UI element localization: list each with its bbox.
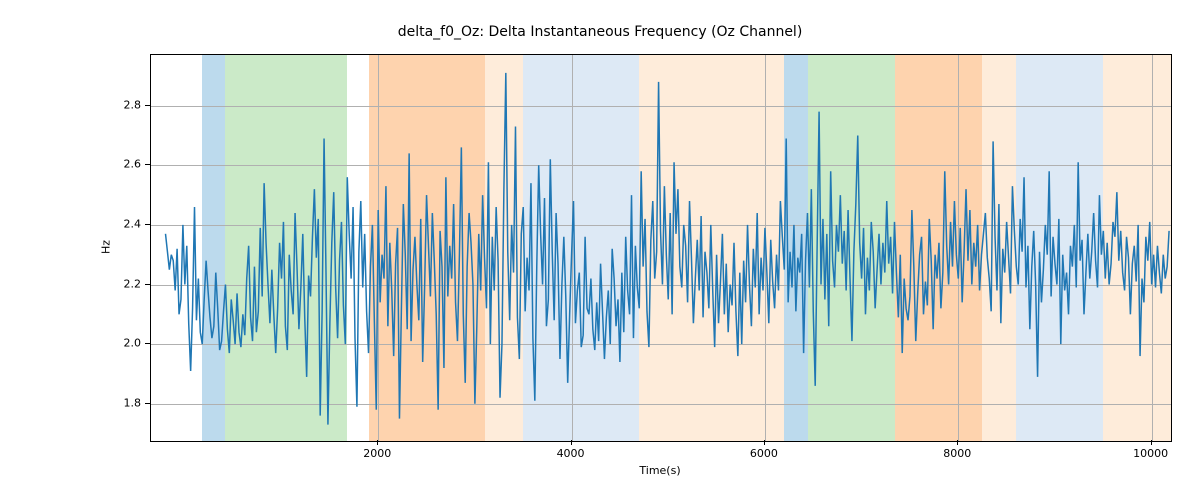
y-tick-label: 2.4 bbox=[124, 217, 142, 230]
data-line bbox=[151, 55, 1171, 441]
x-tick-label: 6000 bbox=[750, 447, 778, 460]
chart-container: delta_f0_Oz: Delta Instantaneous Frequen… bbox=[0, 0, 1200, 500]
chart-title: delta_f0_Oz: Delta Instantaneous Frequen… bbox=[0, 24, 1200, 40]
x-tick-label: 4000 bbox=[557, 447, 585, 460]
y-tick-label: 2.0 bbox=[124, 337, 142, 350]
x-axis-label: Time(s) bbox=[639, 464, 680, 477]
x-tick-label: 2000 bbox=[363, 447, 391, 460]
x-tick-label: 8000 bbox=[943, 447, 971, 460]
plot-area bbox=[150, 54, 1172, 442]
y-tick-label: 1.8 bbox=[124, 396, 142, 409]
x-tick-label: 10000 bbox=[1133, 447, 1168, 460]
y-tick-label: 2.2 bbox=[124, 277, 142, 290]
y-tick-label: 2.6 bbox=[124, 158, 142, 171]
y-tick-label: 2.8 bbox=[124, 98, 142, 111]
y-axis-label: Hz bbox=[100, 240, 113, 254]
